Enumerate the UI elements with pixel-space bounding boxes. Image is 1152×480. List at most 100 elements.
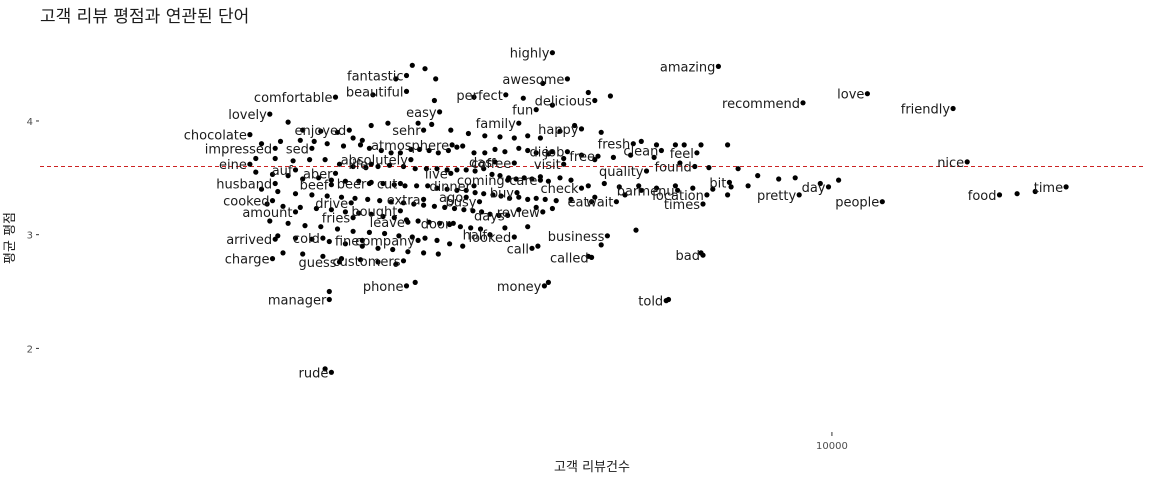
- word-point: [400, 258, 407, 264]
- word-point: [348, 200, 354, 206]
- data-point: [572, 122, 578, 129]
- data-point: [275, 188, 281, 195]
- plot-area: highly amazing fantastic awesome beautiful co…: [40, 47, 1145, 381]
- data-point: [585, 183, 591, 189]
- data-point: [350, 135, 356, 141]
- data-point: [375, 259, 381, 265]
- data-point: [471, 150, 477, 156]
- word-point: [700, 252, 706, 258]
- data-point: [472, 168, 478, 174]
- word-label: atmosphere: [371, 139, 449, 154]
- data-point: [496, 212, 502, 218]
- word-point: [487, 232, 493, 238]
- word-point: [492, 159, 498, 165]
- word-label: live: [425, 167, 448, 182]
- data-point: [454, 144, 460, 150]
- data-point: [408, 146, 414, 152]
- word-label: eat: [568, 196, 589, 211]
- data-point: [382, 230, 388, 237]
- word-point: [403, 283, 410, 289]
- data-point: [324, 193, 330, 199]
- data-point: [391, 215, 397, 221]
- data-point: [391, 182, 397, 188]
- word-point: [448, 170, 454, 176]
- data-point: [651, 154, 657, 160]
- word-label: location: [652, 189, 704, 204]
- word-label: easy: [406, 106, 437, 121]
- data-point: [521, 175, 527, 181]
- word-label: sehr: [392, 124, 421, 139]
- data-point: [378, 147, 384, 154]
- word-point: [514, 190, 520, 196]
- data-point: [380, 180, 386, 187]
- word-label: dinner: [429, 180, 471, 195]
- word-point: [247, 161, 253, 167]
- data-point: [728, 184, 734, 190]
- word-label: amazing: [660, 60, 716, 75]
- data-point: [352, 195, 358, 201]
- data-point: [444, 167, 450, 173]
- data-point: [316, 175, 322, 181]
- word-label: leave: [370, 216, 405, 231]
- data-point: [415, 218, 421, 224]
- word-label: bit: [709, 176, 726, 191]
- word-label: money: [497, 280, 542, 295]
- data-point: [540, 80, 546, 86]
- word-point: [964, 159, 970, 165]
- word-point: [692, 163, 698, 170]
- word-label: ago: [439, 191, 463, 206]
- data-point: [444, 186, 450, 192]
- data-point: [385, 120, 391, 126]
- word-point: [533, 107, 539, 113]
- word-label: friendly: [901, 103, 951, 118]
- data-point: [366, 145, 372, 151]
- word-point: [403, 72, 410, 79]
- data-point: [598, 129, 604, 135]
- word-point: [879, 199, 885, 205]
- data-point: [375, 163, 381, 170]
- data-point: [285, 220, 291, 226]
- data-point: [366, 229, 372, 235]
- data-point: [400, 200, 407, 206]
- word-label: coffee: [471, 157, 511, 172]
- word-point: [643, 168, 650, 174]
- data-point: [434, 166, 440, 172]
- data-point: [324, 141, 330, 147]
- word-point: [825, 184, 832, 190]
- word-point: [796, 192, 802, 198]
- word-label: called: [550, 251, 589, 266]
- data-point: [525, 147, 531, 154]
- data-point: [363, 165, 369, 171]
- data-point: [520, 95, 526, 101]
- x-tick-label: 10000: [816, 441, 848, 452]
- data-point: [454, 167, 460, 173]
- word-label: times: [664, 198, 700, 213]
- data-point: [431, 203, 437, 209]
- word-point: [511, 234, 517, 240]
- word-point: [272, 180, 278, 187]
- data-point: [463, 187, 469, 193]
- word-label: check: [540, 182, 579, 197]
- word-point: [541, 283, 548, 289]
- data-point: [313, 205, 319, 212]
- data-point: [653, 185, 660, 191]
- data-point: [1032, 188, 1038, 195]
- data-point: [405, 249, 411, 255]
- data-point: [426, 147, 432, 154]
- data-point: [535, 243, 541, 249]
- data-point: [477, 226, 484, 232]
- data-point: [549, 102, 556, 108]
- word-label: arrived: [226, 233, 272, 248]
- word-point: [332, 170, 339, 176]
- data-point: [533, 204, 539, 210]
- data-point: [513, 176, 519, 182]
- word-label: family: [476, 117, 516, 132]
- word-label: found: [655, 161, 692, 176]
- word-label: busy: [446, 196, 477, 211]
- data-point: [320, 253, 326, 259]
- data-point: [429, 121, 435, 127]
- data-point: [318, 128, 324, 134]
- word-label: love: [837, 88, 864, 103]
- data-point: [457, 224, 463, 230]
